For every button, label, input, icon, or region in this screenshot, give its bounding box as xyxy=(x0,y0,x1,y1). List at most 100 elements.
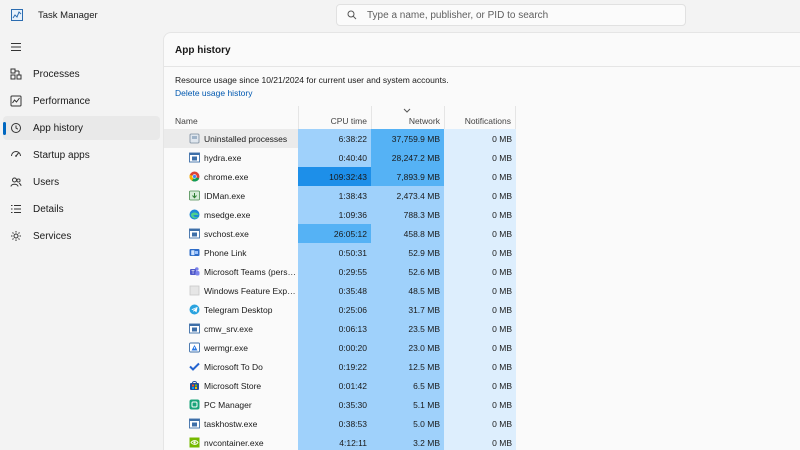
cpu-time-cell: 6:38:22 xyxy=(298,129,371,148)
search-icon xyxy=(347,10,357,20)
users-icon xyxy=(10,177,22,187)
sidebar-item-services[interactable]: Services xyxy=(3,224,160,248)
main-pane: App history Resource usage since 10/21/2… xyxy=(163,32,800,450)
network-cell: 458.8 MB xyxy=(371,224,444,243)
cpu-time-cell: 0:06:13 xyxy=(298,319,371,338)
sidebar-item-label: App history xyxy=(33,123,84,134)
network-cell: 7,893.9 MB xyxy=(371,167,444,186)
processes-icon xyxy=(10,68,22,80)
process-name: cmw_srv.exe xyxy=(204,324,253,334)
notifications-cell: 0 MB xyxy=(444,376,516,395)
process-name: Microsoft Teams (perso... xyxy=(204,267,296,277)
process-name: Microsoft Store xyxy=(204,381,262,391)
usage-info-text: Resource usage since 10/21/2024 for curr… xyxy=(175,75,449,85)
name-cell: chrome.exe xyxy=(164,167,298,186)
notifications-cell: 0 MB xyxy=(444,300,516,319)
name-cell: hydra.exe xyxy=(164,148,298,167)
process-name: Phone Link xyxy=(204,248,247,258)
sidebar-item-details[interactable]: Details xyxy=(3,197,160,221)
cpu-time-cell: 0:19:22 xyxy=(298,357,371,376)
column-header-network[interactable]: Network xyxy=(371,106,444,129)
table-row[interactable]: Microsoft Store 0:01:42 6.5 MB 0 MB xyxy=(164,376,800,395)
process-name: taskhostw.exe xyxy=(204,419,258,429)
cpu-time-cell: 0:35:48 xyxy=(298,281,371,300)
cpu-time-cell: 0:25:06 xyxy=(298,300,371,319)
table-row[interactable]: T Microsoft Teams (perso... 0:29:55 52.6 MB… xyxy=(164,262,800,281)
sidebar-item-app-history[interactable]: App history xyxy=(3,116,160,140)
phone-link-icon xyxy=(189,249,200,256)
sidebar-item-users[interactable]: Users xyxy=(3,170,160,194)
process-name: msedge.exe xyxy=(204,210,251,220)
cpu-time-cell: 1:38:43 xyxy=(298,186,371,205)
table-row[interactable]: Microsoft To Do 0:19:22 12.5 MB 0 MB xyxy=(164,357,800,376)
divider xyxy=(164,66,800,67)
table-row[interactable]: svchost.exe 26:05:12 458.8 MB 0 MB xyxy=(164,224,800,243)
network-cell: 12.5 MB xyxy=(371,357,444,376)
network-cell: 2,473.4 MB xyxy=(371,186,444,205)
edge-icon xyxy=(189,209,200,220)
cpu-time-cell: 109:32:43 xyxy=(298,167,371,186)
sidebar-item-performance[interactable]: Performance xyxy=(3,89,160,113)
process-name: nvcontainer.exe xyxy=(204,438,264,448)
cpu-time-cell: 4:12:11 xyxy=(298,433,371,450)
network-cell: 5.1 MB xyxy=(371,395,444,414)
search-box[interactable] xyxy=(336,4,686,26)
notifications-cell: 0 MB xyxy=(444,224,516,243)
process-name: chrome.exe xyxy=(204,172,249,182)
table-row[interactable]: taskhostw.exe 0:38:53 5.0 MB 0 MB xyxy=(164,414,800,433)
app-title: Task Manager xyxy=(38,10,98,21)
services-icon xyxy=(11,231,21,241)
window-app-icon xyxy=(189,323,200,334)
network-cell: 31.7 MB xyxy=(371,300,444,319)
table-row[interactable]: Telegram Desktop 0:25:06 31.7 MB 0 MB xyxy=(164,300,800,319)
name-cell: Windows Feature Exper... xyxy=(164,281,298,300)
process-name: svchost.exe xyxy=(204,229,249,239)
notifications-cell: 0 MB xyxy=(444,167,516,186)
notifications-cell: 0 MB xyxy=(444,205,516,224)
idm-icon xyxy=(189,190,200,201)
delete-usage-history-link[interactable]: Delete usage history xyxy=(175,88,253,98)
table-row[interactable]: wermgr.exe 0:00:20 23.0 MB 0 MB xyxy=(164,338,800,357)
sidebar-item-label: Processes xyxy=(33,69,80,80)
sidebar-item-processes[interactable]: Processes xyxy=(3,62,160,86)
name-cell: Phone Link xyxy=(164,243,298,262)
table-row[interactable]: cmw_srv.exe 0:06:13 23.5 MB 0 MB xyxy=(164,319,800,338)
sidebar: Processes Performance App history Startu… xyxy=(0,32,163,450)
notifications-cell: 0 MB xyxy=(444,338,516,357)
table-row[interactable]: chrome.exe 109:32:43 7,893.9 MB 0 MB xyxy=(164,167,800,186)
hamburger-menu-icon[interactable] xyxy=(10,41,22,53)
column-header-name[interactable]: Name xyxy=(175,116,198,126)
pc-manager-icon xyxy=(189,399,200,410)
name-cell: taskhostw.exe xyxy=(164,414,298,433)
name-cell: T Microsoft Teams (perso... xyxy=(164,262,298,281)
table-row[interactable]: Windows Feature Exper... 0:35:48 48.5 MB 0 … xyxy=(164,281,800,300)
sidebar-item-startup-apps[interactable]: Startup apps xyxy=(3,143,160,167)
notifications-cell: 0 MB xyxy=(444,281,516,300)
cpu-time-cell: 0:50:31 xyxy=(298,243,371,262)
network-cell: 52.9 MB xyxy=(371,243,444,262)
process-name: Telegram Desktop xyxy=(204,305,273,315)
table-row[interactable]: Uninstalled processes 6:38:22 37,759.9 MB 0… xyxy=(164,129,800,148)
network-cell: 23.5 MB xyxy=(371,319,444,338)
table-row[interactable]: IDMan.exe 1:38:43 2,473.4 MB 0 MB xyxy=(164,186,800,205)
name-cell: msedge.exe xyxy=(164,205,298,224)
svg-text:T: T xyxy=(190,270,195,276)
notifications-cell: 0 MB xyxy=(444,433,516,450)
table-row[interactable]: Phone Link 0:50:31 52.9 MB 0 MB xyxy=(164,243,800,262)
search-input[interactable] xyxy=(367,9,677,22)
column-header-cpu-time[interactable]: CPU time xyxy=(298,106,371,129)
column-header-notifications[interactable]: Notifications xyxy=(444,106,516,129)
window-app-icon xyxy=(189,152,200,163)
task-manager-icon xyxy=(11,9,23,21)
chrome-icon xyxy=(189,171,200,182)
table-row[interactable]: msedge.exe 1:09:36 788.3 MB 0 MB xyxy=(164,205,800,224)
name-cell: Microsoft Store xyxy=(164,376,298,395)
cpu-time-cell: 0:35:30 xyxy=(298,395,371,414)
name-cell: Telegram Desktop xyxy=(164,300,298,319)
notifications-cell: 0 MB xyxy=(444,262,516,281)
table-row[interactable]: hydra.exe 0:40:40 28,247.2 MB 0 MB xyxy=(164,148,800,167)
table-row[interactable]: PC Manager 0:35:30 5.1 MB 0 MB xyxy=(164,395,800,414)
network-cell: 6.5 MB xyxy=(371,376,444,395)
network-cell: 5.0 MB xyxy=(371,414,444,433)
table-row[interactable]: nvcontainer.exe 4:12:11 3.2 MB 0 MB xyxy=(164,433,800,450)
